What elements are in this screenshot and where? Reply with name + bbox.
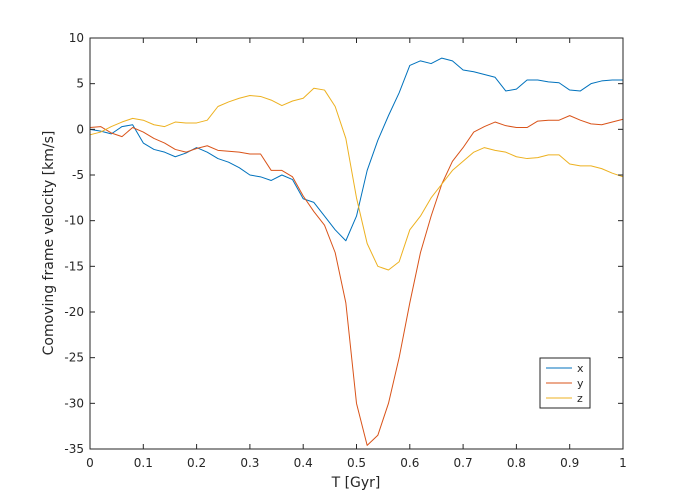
x-tick-label: 0.4 [294, 456, 313, 470]
legend-entries: xyz [546, 362, 584, 405]
y-tick-label: -15 [64, 259, 84, 273]
x-tick-label: 0 [86, 456, 94, 470]
x-tick-label: 0.9 [560, 456, 579, 470]
x-tick-label: 0.3 [240, 456, 259, 470]
series-line-z [89, 87, 624, 271]
legend-label-z: z [577, 392, 583, 405]
series-line-x [89, 57, 623, 242]
x-tick-label: 0.1 [134, 456, 153, 470]
x-tick-label: 0.8 [507, 456, 526, 470]
y-tick-label: -25 [64, 351, 84, 365]
x-tick-label: 0.6 [400, 456, 419, 470]
x-tick-label: 0.2 [187, 456, 206, 470]
y-tick-label: 10 [69, 31, 84, 45]
legend-label-x: x [577, 362, 584, 375]
x-tick-label: 0.7 [454, 456, 473, 470]
y-tick-label: 0 [76, 122, 84, 136]
y-tick-label: -30 [64, 396, 84, 410]
series-layer [89, 57, 624, 446]
y-tick-label: -20 [64, 305, 84, 319]
y-tick-label: 5 [76, 77, 84, 91]
legend: xyz [539, 357, 591, 409]
x-axis-label: T [Gyr] [331, 475, 381, 491]
y-tick-label: -35 [64, 442, 84, 456]
x-tick-label: 1 [619, 456, 627, 470]
series-line-y [89, 115, 624, 446]
y-tick-label: -5 [72, 168, 84, 182]
legend-label-y: y [577, 377, 584, 390]
tick-labels: 0 0.1 0.2 0.3 0.4 0.5 0.6 0.7 0.8 0.9 1 10 5 0 -5 -10 -1… [64, 31, 626, 470]
ticks-layer [89, 37, 624, 450]
y-axis-label: Comoving frame velocity [km/s] [41, 131, 57, 356]
x-tick-label: 0.5 [347, 456, 366, 470]
y-tick-label: -10 [64, 214, 84, 228]
